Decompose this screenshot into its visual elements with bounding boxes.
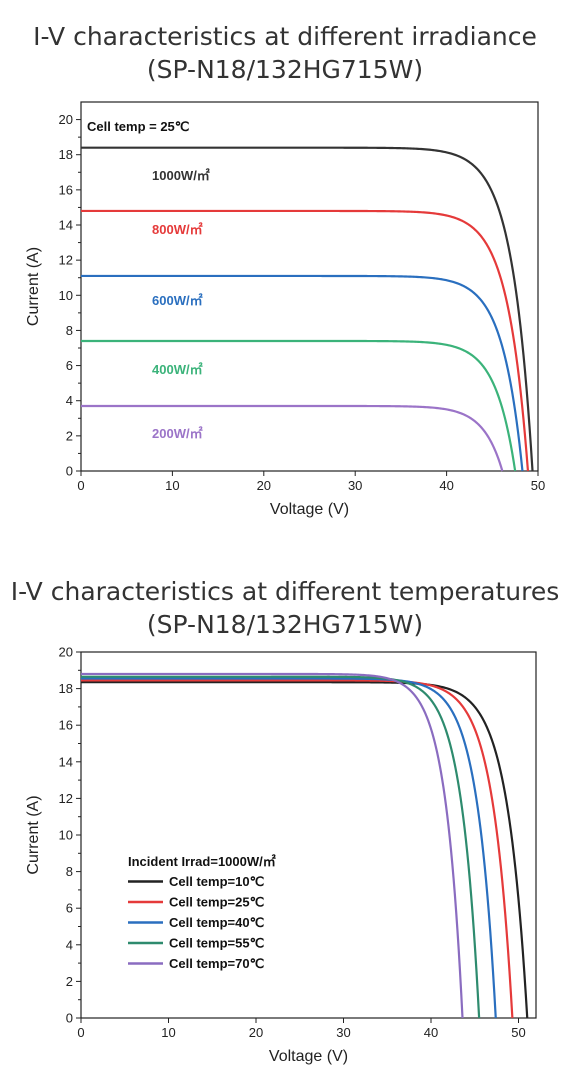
series-label: 200W/㎡ <box>152 426 203 441</box>
y-tick-label: 16 <box>59 718 73 733</box>
series-line <box>81 679 514 1019</box>
legend-entry: Cell temp=25℃ <box>169 895 264 910</box>
y-axis-label: Current (A) <box>25 795 42 874</box>
series-label: 800W/㎡ <box>152 222 203 237</box>
series-label: 1000W/㎡ <box>152 168 210 183</box>
x-tick-label: 50 <box>531 478 545 493</box>
x-tick-label: 20 <box>257 478 271 493</box>
series-label: 600W/㎡ <box>152 293 203 308</box>
x-tick-label: 0 <box>77 478 84 493</box>
series-line <box>81 274 524 472</box>
y-tick-label: 4 <box>66 393 73 408</box>
series-line <box>81 339 517 472</box>
series-line <box>81 675 481 1019</box>
y-tick-label: 2 <box>66 974 73 989</box>
y-tick-label: 6 <box>66 358 73 373</box>
x-tick-label: 0 <box>77 1025 84 1040</box>
y-tick-label: 6 <box>66 901 73 916</box>
iv-irradiance-chart: 0 10 20 30 40 50 0 2 4 6 8 10 12 14 16 18 20 Voltage (V) C… <box>25 101 545 518</box>
x-tick-label: 40 <box>439 478 453 493</box>
chart-subtitle-text: (SP-N18/132HG715W) <box>146 55 424 84</box>
x-tick-label: 10 <box>161 1025 175 1040</box>
x-tick-label: 40 <box>424 1025 438 1040</box>
x-axis-label: Voltage (V) <box>269 1048 348 1065</box>
iv-temperature-chart: 0 10 20 30 40 50 0 2 4 6 8 10 12 14 16 18 20 Voltage (V) C… <box>25 645 537 1065</box>
chart-title-irradiance: I-V characteristics at different irradia… <box>0 20 570 86</box>
y-tick-label: 10 <box>59 828 73 843</box>
y-tick-label: 10 <box>59 288 73 303</box>
cell-temp-annotation: Cell temp = 25℃ <box>87 119 189 134</box>
series-line <box>81 672 464 1019</box>
y-axis-label: Current (A) <box>25 247 42 326</box>
chart-title-temperature: I-V characteristics at different tempera… <box>0 575 570 641</box>
y-tick-label: 14 <box>59 754 73 769</box>
series-line <box>81 677 497 1019</box>
y-tick-label: 4 <box>66 937 73 952</box>
y-tick-label: 14 <box>59 218 73 233</box>
y-tick-label: 0 <box>66 464 73 479</box>
y-tick-label: 0 <box>66 1011 73 1026</box>
series-line <box>81 146 534 472</box>
x-tick-label: 20 <box>249 1025 263 1040</box>
chart-title-text: I-V characteristics at different irradia… <box>33 22 537 51</box>
series-line <box>81 209 530 472</box>
legend-entry: Cell temp=10℃ <box>169 874 264 889</box>
series-line <box>80 681 529 1019</box>
x-tick-label: 10 <box>165 478 179 493</box>
chart-subtitle-text: (SP-N18/132HG715W) <box>146 610 424 639</box>
y-tick-label: 20 <box>59 112 73 127</box>
plot-frame <box>80 101 539 472</box>
legend-entry: Cell temp=55℃ <box>169 936 264 951</box>
y-tick-label: 20 <box>59 645 73 660</box>
chart-title-text: I-V characteristics at different tempera… <box>10 577 560 606</box>
y-tick-label: 12 <box>59 791 73 806</box>
y-tick-label: 12 <box>59 253 73 268</box>
legend: Incident Irrad=1000W/㎡ Cell temp=10℃ Cell … <box>128 854 276 971</box>
legend-entry: Cell temp=70℃ <box>169 956 264 971</box>
x-tick-label: 30 <box>348 478 362 493</box>
y-tick-label: 16 <box>59 182 73 197</box>
x-tick-label: 30 <box>336 1025 350 1040</box>
y-tick-label: 2 <box>66 428 73 443</box>
x-tick-label: 50 <box>511 1025 525 1040</box>
y-tick-label: 8 <box>66 323 73 338</box>
y-tick-label: 18 <box>59 147 73 162</box>
legend-entry: Cell temp=40℃ <box>169 915 264 930</box>
series-label: 400W/㎡ <box>152 362 203 377</box>
y-tick-label: 8 <box>66 864 73 879</box>
series-line <box>81 404 504 472</box>
y-tick-label: 18 <box>59 681 73 696</box>
x-axis-label: Voltage (V) <box>270 501 349 518</box>
legend-title: Incident Irrad=1000W/㎡ <box>128 854 276 869</box>
